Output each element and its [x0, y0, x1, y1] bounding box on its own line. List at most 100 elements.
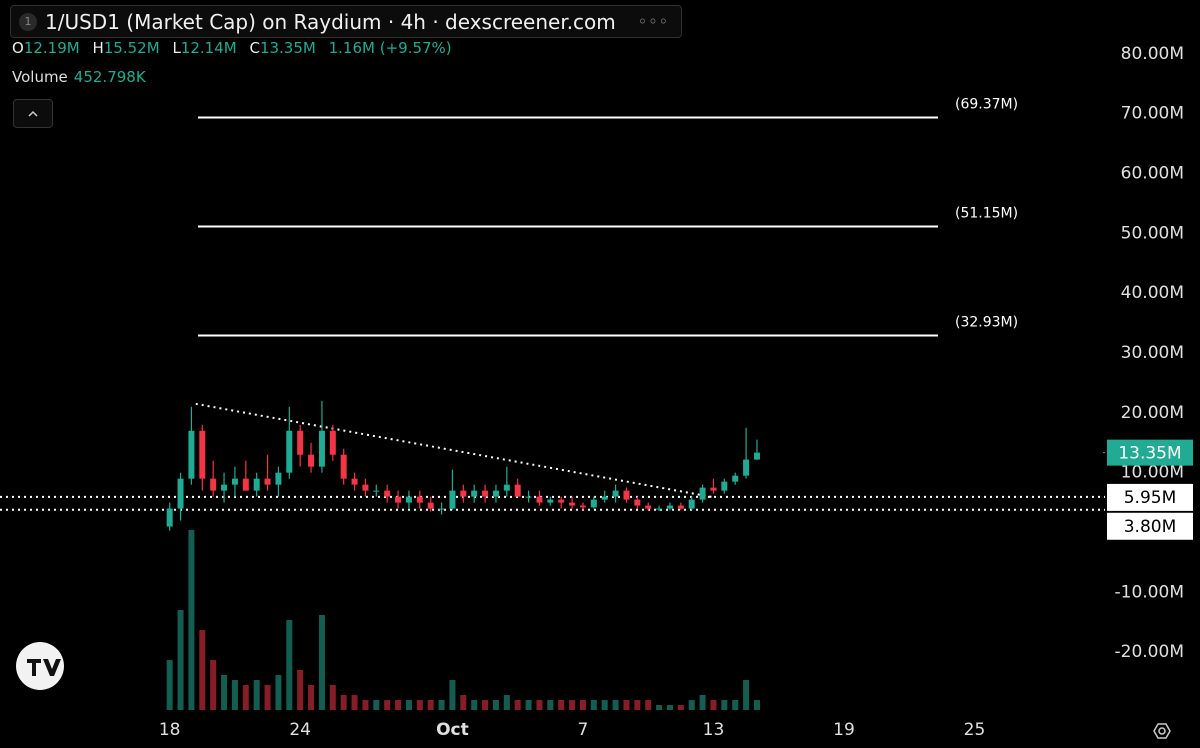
volume-bar [449, 680, 456, 710]
candle-body [656, 508, 663, 510]
last-price-label: 13.35M [1118, 444, 1181, 464]
x-tick-label: 19 [833, 720, 855, 740]
ohlc-value: 12.14M [180, 39, 237, 57]
settings-hex [1153, 723, 1171, 739]
x-tick-label: 13 [703, 720, 725, 740]
candle-body [590, 499, 597, 508]
ohlc-legend: O12.19M H15.52M L12.14M C13.35M 1.16M (+… [12, 39, 460, 57]
volume-bar [579, 700, 586, 710]
volume-bar [264, 685, 271, 710]
level-label: (51.15M) [955, 205, 1018, 221]
y-tick-label: -10.00M [1115, 582, 1184, 602]
volume-bar [242, 685, 249, 710]
volume-bar [427, 700, 434, 710]
volume-bar [253, 680, 260, 710]
support-label-box [1107, 512, 1193, 540]
more-menu[interactable]: ◦◦◦ [637, 12, 670, 31]
x-tick-label: 25 [964, 720, 986, 740]
candle-body [460, 490, 467, 497]
x-tick-label: 24 [289, 720, 311, 740]
volume-label: Volume [12, 68, 68, 86]
candle-body [340, 454, 347, 479]
volume-legend: Volume 452.798K [12, 68, 146, 86]
candle-body [199, 430, 206, 479]
candle-body [286, 430, 293, 473]
candle-body [221, 484, 228, 491]
candle-body [569, 502, 576, 506]
volume-bar [471, 700, 478, 710]
level-label: (69.37M) [955, 96, 1018, 112]
volume-bar [438, 700, 445, 710]
volume-bar [373, 700, 380, 710]
ohlc-key: H [92, 39, 104, 57]
candle-body [699, 487, 706, 500]
ohlc-value: 12.19M [23, 39, 80, 57]
candle-body [492, 490, 499, 497]
candle-body [482, 490, 489, 497]
support-label-box [1107, 483, 1193, 511]
volume-bar [634, 700, 641, 710]
volume-bar [308, 685, 315, 710]
volume-bar [492, 700, 499, 710]
candle-body [427, 502, 434, 509]
y-tick-label: 50.00M [1121, 223, 1184, 243]
x-tick-label: Oct [436, 720, 469, 740]
candle-body [362, 484, 369, 491]
settings-dot [1158, 727, 1166, 735]
candle-body [177, 478, 184, 509]
volume-bar [503, 695, 510, 710]
settings-icon[interactable] [1153, 723, 1171, 739]
volume-bar [416, 700, 423, 710]
volume-bar [329, 685, 336, 710]
volume-bar [405, 700, 412, 710]
volume-bar [482, 700, 489, 710]
change: 1.16M (+9.57%) [328, 39, 452, 57]
volume-bar [166, 660, 173, 710]
level-label: (32.93M) [955, 314, 1018, 330]
volume-bar [297, 670, 304, 710]
candle-body [449, 490, 456, 509]
volume-bar [732, 700, 739, 710]
y-tick-label: 20.00M [1121, 403, 1184, 423]
volume-bar [221, 675, 228, 710]
candle-body [318, 430, 325, 467]
y-tick-label: -20.00M [1115, 642, 1184, 662]
volume-bar [231, 680, 238, 710]
last-price-box [1107, 439, 1193, 466]
candle-body [373, 490, 380, 492]
chevron [28, 110, 38, 117]
volume-bar [688, 700, 695, 710]
ohlc-value: 15.52M [103, 39, 160, 57]
volume-bar [384, 700, 391, 710]
volume-bar [395, 700, 402, 710]
y-tick-label: 60.00M [1121, 164, 1184, 184]
candle-body [732, 475, 739, 482]
volume-bar [656, 705, 663, 710]
y-tick-label: 10.00M [1121, 463, 1184, 483]
volume-bar [460, 695, 467, 710]
volume-bar [275, 675, 282, 710]
candle-body [753, 452, 760, 460]
candle-body [166, 508, 173, 527]
collapse-button[interactable] [13, 99, 53, 128]
support-label: 3.80M [1124, 517, 1177, 537]
volume-bar [699, 695, 706, 710]
candle-body [743, 459, 750, 476]
tv-logo-mark [27, 659, 61, 676]
trend-line [195, 402, 714, 499]
volume-bar [645, 700, 652, 710]
collapse-icon [28, 110, 38, 117]
tv-logo[interactable] [16, 642, 64, 690]
candle-body [438, 508, 445, 510]
volume-bar [677, 705, 684, 710]
candle-body [210, 478, 217, 491]
candle-body [579, 505, 586, 508]
candle-body [308, 454, 315, 467]
volume-bar [199, 630, 206, 710]
candle-body [666, 505, 673, 509]
volume-bar [188, 530, 195, 710]
volume-bar [318, 615, 325, 710]
pane-badge: 1 [19, 12, 37, 31]
volume-bar [590, 700, 597, 710]
